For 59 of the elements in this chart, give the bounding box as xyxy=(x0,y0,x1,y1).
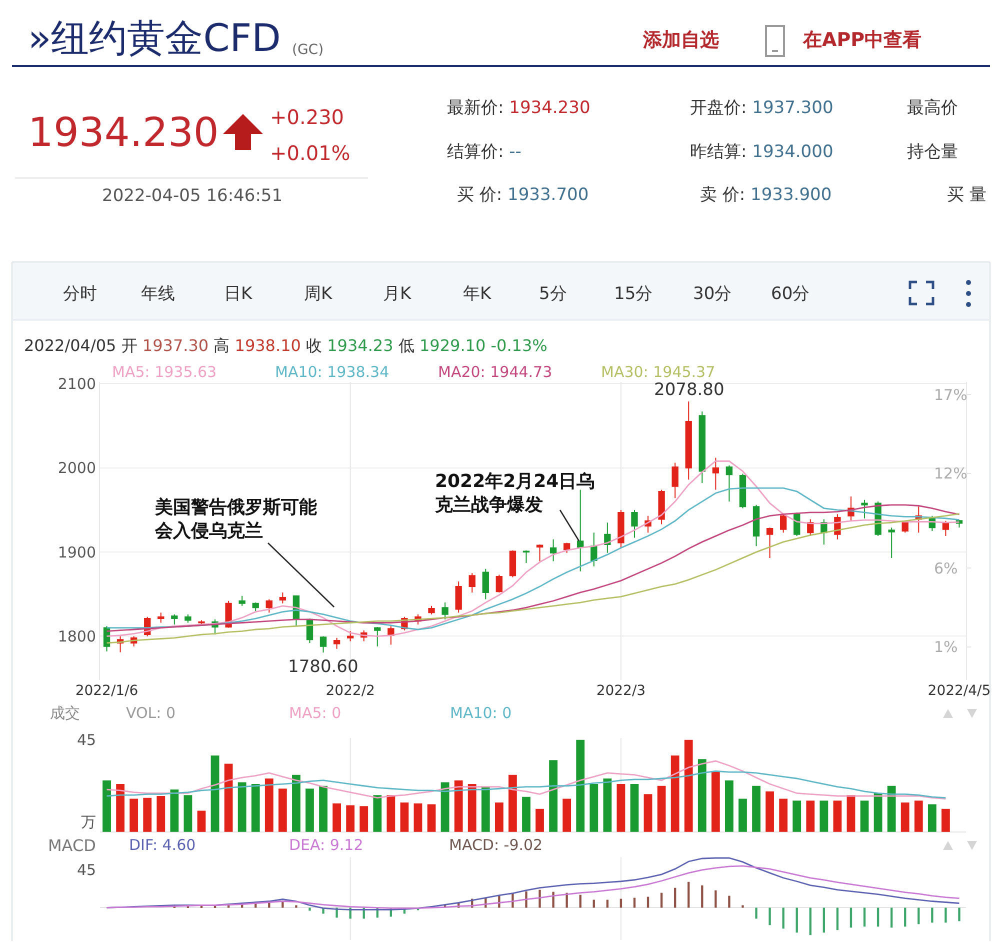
text: MACD: -9.02 xyxy=(449,836,543,854)
x-tick-label: 2022/1/6 xyxy=(75,683,138,699)
text: +0.230 xyxy=(270,105,344,129)
text: 1934.230 xyxy=(28,110,219,156)
text: 万 xyxy=(81,813,96,831)
text: 分时 xyxy=(63,284,97,304)
text: 60分 xyxy=(771,284,810,304)
text: 最高价 xyxy=(907,98,958,118)
text: 昨结算: 1934.000 xyxy=(690,142,834,162)
chart-subtitle: VOL: 0 xyxy=(126,704,176,722)
text: 2022-04-05 16:46:51 xyxy=(102,186,283,206)
text: MA30: 1945.37 xyxy=(601,363,716,381)
text: MA5: 0 xyxy=(289,704,342,722)
text: MA5: 1935.63 xyxy=(112,363,217,381)
y2-tick-label: 1% xyxy=(934,638,958,656)
text: 45 xyxy=(77,731,96,749)
text: 月K xyxy=(383,284,412,304)
chart-title: 2022/04/05 开 1937.30 高 1938.10 收 1934.23 低 1929.10 -0.13% xyxy=(24,336,548,355)
x-tick-label: 2022/4/5 xyxy=(928,683,991,699)
text: DEA: 9.12 xyxy=(289,836,364,854)
y-tick-label: 2000 xyxy=(58,459,96,478)
y-tick-label: 2100 xyxy=(58,374,96,393)
text: 年线 xyxy=(141,284,175,304)
text: 结算价: -- xyxy=(447,142,522,162)
text: 持仓量 xyxy=(907,142,958,162)
chart-title: MACD xyxy=(48,836,96,855)
text: 5分 xyxy=(539,284,567,304)
y2-tick-label: 12% xyxy=(934,464,968,483)
annotation: 美国警告俄罗斯可能会入侵乌克兰 xyxy=(154,497,317,542)
text: 开盘价: 1937.300 xyxy=(690,98,834,118)
text: 在APP中查看 xyxy=(802,29,922,51)
text: 30分 xyxy=(693,284,732,304)
annotation: 2022年2月24日乌克兰战争爆发 xyxy=(434,471,595,516)
x-tick-label: 2022/3 xyxy=(596,683,646,699)
text: MA10: 0 xyxy=(450,704,512,722)
annotation: 2078.80 xyxy=(654,380,724,400)
text: 周K xyxy=(304,284,333,304)
chart-title: 成交 xyxy=(50,704,80,722)
text: 日K xyxy=(224,284,253,304)
y-tick-label: 1800 xyxy=(58,627,96,646)
text: 买 量 xyxy=(947,185,986,205)
text: 45 xyxy=(77,861,96,879)
text: 15分 xyxy=(614,284,653,304)
text: DIF: 4.60 xyxy=(129,836,196,854)
y2-tick-label: 6% xyxy=(934,559,958,578)
text: MA20: 1944.73 xyxy=(438,363,552,381)
text: 最新价: 1934.230 xyxy=(447,98,590,118)
text: +0.01% xyxy=(270,141,350,165)
text: 买 价: 1933.700 xyxy=(457,185,589,205)
x-tick-label: 2022/2 xyxy=(326,683,375,699)
text: 卖 价: 1933.900 xyxy=(700,185,832,205)
text: (GC) xyxy=(292,42,324,58)
text: »纽约黄金CFD xyxy=(28,16,281,60)
text: 年K xyxy=(463,284,492,304)
y-tick-label: 1900 xyxy=(58,543,96,562)
text: 添加自选 xyxy=(642,29,719,51)
y2-tick-label: 17% xyxy=(934,386,968,404)
text: MA10: 1938.34 xyxy=(275,363,390,381)
annotation: 1780.60 xyxy=(288,657,358,677)
